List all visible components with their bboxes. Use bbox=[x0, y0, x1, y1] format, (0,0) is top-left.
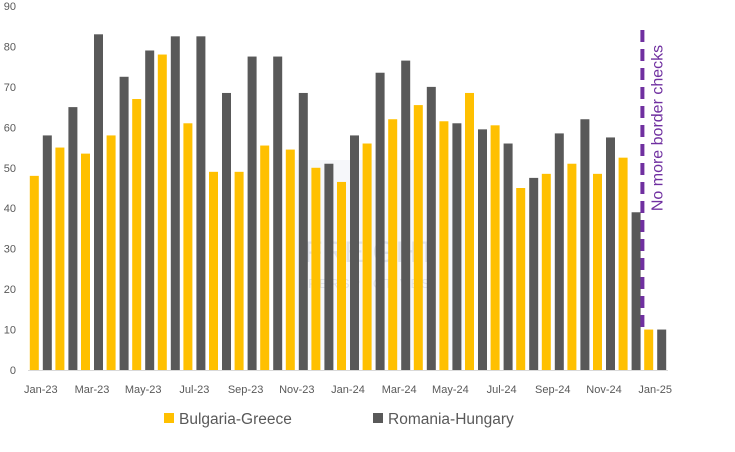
bar-romania-hungary bbox=[426, 86, 436, 370]
legend-item-romania-hungary-label: Romania-Hungary bbox=[388, 411, 514, 428]
bar-romania-hungary bbox=[631, 212, 641, 370]
bar-bulgaria-greece bbox=[337, 181, 346, 370]
x-tick-label: Sep-23 bbox=[228, 384, 263, 396]
bar-bulgaria-greece bbox=[311, 167, 321, 370]
bar-bulgaria-greece bbox=[465, 92, 474, 370]
bar-romania-hungary bbox=[170, 36, 180, 370]
y-tick-label: 70 bbox=[4, 82, 16, 94]
bar-romania-hungary bbox=[324, 163, 334, 370]
bar-bulgaria-greece bbox=[234, 171, 244, 370]
x-tick-label: Jan-23 bbox=[24, 384, 58, 396]
bar-bulgaria-greece bbox=[81, 153, 90, 370]
y-tick-label: 30 bbox=[4, 244, 16, 256]
annotation: No more border checks bbox=[640, 30, 666, 330]
bar-bulgaria-greece bbox=[541, 173, 551, 370]
bar-romania-hungary bbox=[350, 135, 359, 370]
bar-romania-hungary bbox=[580, 119, 590, 370]
bar-bulgaria-greece bbox=[516, 188, 526, 370]
x-tick-label: Sep-24 bbox=[535, 384, 570, 396]
x-tick-label: Jan-24 bbox=[331, 384, 365, 396]
bar-bulgaria-greece bbox=[413, 105, 423, 370]
bar-bulgaria-greece bbox=[490, 125, 500, 370]
bar-romania-hungary bbox=[119, 76, 129, 371]
y-tick-label: 90 bbox=[4, 1, 16, 13]
y-tick-label: 50 bbox=[4, 163, 16, 175]
bar-romania-hungary bbox=[68, 107, 78, 370]
y-tick-label: 20 bbox=[4, 284, 16, 296]
bar-romania-hungary bbox=[196, 36, 206, 370]
bar-bulgaria-greece bbox=[439, 121, 449, 371]
bar-romania-hungary bbox=[452, 123, 462, 371]
y-tick-label: 10 bbox=[4, 325, 16, 337]
x-tick-label: Nov-23 bbox=[279, 384, 314, 396]
bar-bulgaria-greece bbox=[388, 119, 398, 370]
bar-bulgaria-greece bbox=[106, 135, 116, 370]
bar-romania-hungary bbox=[94, 34, 103, 371]
bar-romania-hungary bbox=[375, 72, 385, 370]
x-tick-label: Mar-23 bbox=[75, 384, 110, 396]
bar-romania-hungary bbox=[222, 92, 231, 370]
legend: Bulgaria-Greece Romania-Hungary bbox=[164, 411, 514, 428]
bar-bulgaria-greece bbox=[29, 175, 39, 370]
bar-romania-hungary bbox=[478, 129, 487, 370]
bar-bulgaria-greece bbox=[618, 157, 628, 370]
bar-romania-hungary bbox=[145, 50, 155, 370]
annotation-label: No more border checks bbox=[649, 45, 666, 211]
x-axis: Jan-23 Mar-23 May-23 Jul-23 Sep-23 Nov-23 Jan-… bbox=[24, 370, 672, 396]
bar-bulgaria-greece bbox=[209, 171, 218, 370]
bar-bulgaria-greece bbox=[157, 54, 167, 371]
bar-romania-hungary bbox=[42, 135, 52, 370]
y-tick-label: 40 bbox=[4, 203, 16, 215]
x-tick-label: Nov-24 bbox=[586, 384, 621, 396]
bar-bulgaria-greece bbox=[362, 143, 372, 370]
legend-item-bulgaria-greece-swatch bbox=[164, 413, 174, 423]
bar-romania-hungary bbox=[298, 92, 308, 370]
bar-bulgaria-greece bbox=[183, 123, 193, 371]
bar-bulgaria-greece bbox=[260, 145, 270, 370]
y-tick-label: 0 bbox=[10, 365, 16, 377]
x-tick-label: Jan-25 bbox=[638, 384, 672, 396]
bar-bulgaria-greece bbox=[132, 99, 142, 371]
legend-item-bulgaria-greece-label: Bulgaria-Greece bbox=[179, 411, 292, 428]
bar-bulgaria-greece bbox=[644, 329, 654, 370]
x-tick-label: Mar-24 bbox=[382, 384, 417, 396]
x-tick-label: Jul-23 bbox=[179, 384, 209, 396]
bar-romania-hungary bbox=[606, 137, 615, 370]
bar-romania-hungary bbox=[273, 56, 283, 371]
bar-romania-hungary bbox=[529, 177, 539, 370]
bar-romania-hungary bbox=[247, 56, 257, 371]
legend-item-romania-hungary-swatch bbox=[373, 413, 383, 423]
y-tick-label: 80 bbox=[4, 41, 16, 53]
x-tick-label: Jul-24 bbox=[487, 384, 517, 396]
bar-romania-hungary bbox=[503, 143, 513, 370]
bars bbox=[29, 34, 667, 371]
bar-romania-hungary bbox=[401, 60, 411, 370]
y-axis: 0 10 20 30 40 50 60 70 80 90 bbox=[4, 1, 16, 377]
x-tick-label: May-23 bbox=[125, 384, 162, 396]
x-tick-label: May-24 bbox=[432, 384, 469, 396]
y-tick-label: 60 bbox=[4, 122, 16, 134]
bar-bulgaria-greece bbox=[55, 147, 65, 370]
bar-romania-hungary bbox=[554, 133, 564, 370]
bar-bulgaria-greece bbox=[285, 149, 295, 370]
bar-romania-hungary bbox=[657, 329, 667, 370]
bar-bulgaria-greece bbox=[567, 163, 577, 370]
bar-bulgaria-greece bbox=[593, 173, 602, 370]
